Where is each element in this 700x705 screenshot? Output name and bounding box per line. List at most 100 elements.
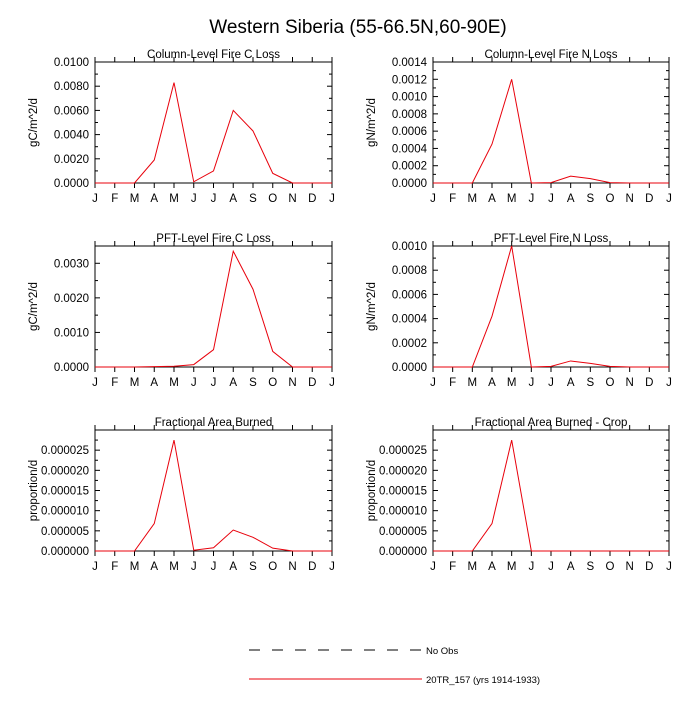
y-tick-label: 0.0000 (54, 362, 89, 374)
x-tick-label: A (150, 193, 158, 205)
x-tick-label: M (169, 561, 179, 573)
x-tick-label: M (130, 377, 140, 389)
x-tick-label: A (488, 561, 496, 573)
y-tick-label: 0.0060 (54, 105, 89, 117)
x-tick-label: A (488, 193, 496, 205)
y-tick-label: 0.000010 (41, 506, 89, 518)
y-tick-label: 0.0000 (392, 362, 427, 374)
x-tick-label: O (268, 561, 277, 573)
x-tick-label: M (130, 561, 140, 573)
plot-frame (433, 430, 669, 551)
x-tick-label: F (111, 193, 118, 205)
x-tick-label: J (211, 377, 217, 389)
x-tick-label: O (268, 377, 277, 389)
y-tick-label: 0.000015 (41, 486, 89, 498)
panel-6: Fractional Area Burned - Cropproportion/… (366, 417, 672, 573)
x-tick-label: J (92, 561, 98, 573)
x-tick-label: J (92, 377, 98, 389)
x-tick-label: J (548, 377, 554, 389)
x-tick-label: J (528, 193, 534, 205)
y-axis-label: gN/m^2/d (366, 282, 378, 331)
x-tick-label: M (468, 561, 478, 573)
x-tick-label: F (449, 377, 456, 389)
x-tick-label: M (468, 377, 478, 389)
y-tick-label: 0.000025 (41, 445, 89, 457)
x-tick-label: M (507, 561, 517, 573)
plot-frame (433, 62, 669, 183)
series-line (433, 79, 669, 183)
y-tick-label: 0.0012 (392, 74, 427, 86)
x-tick-label: J (666, 561, 672, 573)
x-tick-label: J (528, 377, 534, 389)
y-tick-label: 0.0010 (392, 241, 427, 253)
x-tick-label: J (430, 377, 436, 389)
x-tick-label: J (329, 377, 335, 389)
x-tick-label: M (169, 377, 179, 389)
x-tick-label: F (111, 561, 118, 573)
y-tick-label: 0.000005 (379, 526, 427, 538)
x-tick-label: S (249, 377, 257, 389)
y-tick-label: 0.0008 (392, 265, 427, 277)
x-tick-label: J (666, 193, 672, 205)
y-tick-label: 0.0002 (392, 338, 427, 350)
x-tick-label: N (288, 193, 296, 205)
x-tick-label: N (288, 561, 296, 573)
panel-2: Column-Level Fire N LossgN/m^2/d0.00000.… (366, 49, 672, 205)
legend-label: No Obs (426, 646, 458, 657)
x-tick-label: O (606, 377, 615, 389)
y-axis-label: gC/m^2/d (28, 282, 40, 331)
y-tick-label: 0.0010 (392, 92, 427, 104)
x-tick-label: D (308, 561, 316, 573)
y-tick-label: 0.0004 (392, 314, 428, 326)
x-tick-label: J (211, 561, 217, 573)
x-tick-label: A (567, 377, 575, 389)
plot-frame (95, 62, 332, 183)
panel-4: PFT-Level Fire N LossgN/m^2/d0.00000.000… (366, 233, 672, 389)
y-tick-label: 0.0000 (392, 178, 427, 190)
y-tick-label: 0.0008 (392, 109, 427, 121)
x-tick-label: S (586, 193, 594, 205)
y-tick-label: 0.0100 (54, 57, 89, 69)
x-tick-label: J (329, 193, 335, 205)
x-tick-label: M (169, 193, 179, 205)
x-tick-label: N (626, 193, 634, 205)
x-tick-label: M (468, 193, 478, 205)
x-tick-label: O (268, 193, 277, 205)
y-tick-label: 0.000025 (379, 445, 427, 457)
y-tick-label: 0.000015 (379, 486, 427, 498)
x-tick-label: M (507, 193, 517, 205)
x-tick-label: A (229, 193, 237, 205)
x-tick-label: N (626, 377, 634, 389)
x-tick-label: M (507, 377, 517, 389)
y-tick-label: 0.0002 (392, 161, 427, 173)
x-tick-label: A (229, 561, 237, 573)
x-tick-label: A (567, 193, 575, 205)
y-axis-label: gC/m^2/d (28, 98, 40, 147)
x-tick-label: D (645, 193, 653, 205)
x-tick-label: J (191, 561, 197, 573)
panel-5: Fractional Area Burnedproportion/d0.0000… (28, 417, 335, 573)
x-tick-label: J (548, 561, 554, 573)
x-tick-label: S (586, 561, 594, 573)
x-tick-label: O (606, 193, 615, 205)
y-axis-label: proportion/d (366, 460, 378, 521)
series-line (95, 83, 332, 183)
x-tick-label: N (626, 561, 634, 573)
x-tick-label: O (606, 561, 615, 573)
panel-1: Column-Level Fire C LossgC/m^2/d0.00000.… (28, 49, 335, 205)
x-tick-label: D (308, 193, 316, 205)
panel-3: PFT-Level Fire C LossgC/m^2/d0.00000.001… (28, 233, 335, 389)
y-tick-label: 0.000005 (41, 526, 89, 538)
y-tick-label: 0.0040 (54, 130, 89, 142)
y-tick-label: 0.000000 (41, 546, 89, 558)
y-tick-label: 0.0006 (392, 126, 427, 138)
x-tick-label: D (645, 561, 653, 573)
x-tick-label: J (191, 193, 197, 205)
x-tick-label: D (645, 377, 653, 389)
x-tick-label: A (150, 561, 158, 573)
y-tick-label: 0.000020 (379, 465, 427, 477)
y-tick-label: 0.0014 (392, 57, 428, 69)
x-tick-label: J (548, 193, 554, 205)
y-tick-label: 0.0080 (54, 81, 89, 93)
